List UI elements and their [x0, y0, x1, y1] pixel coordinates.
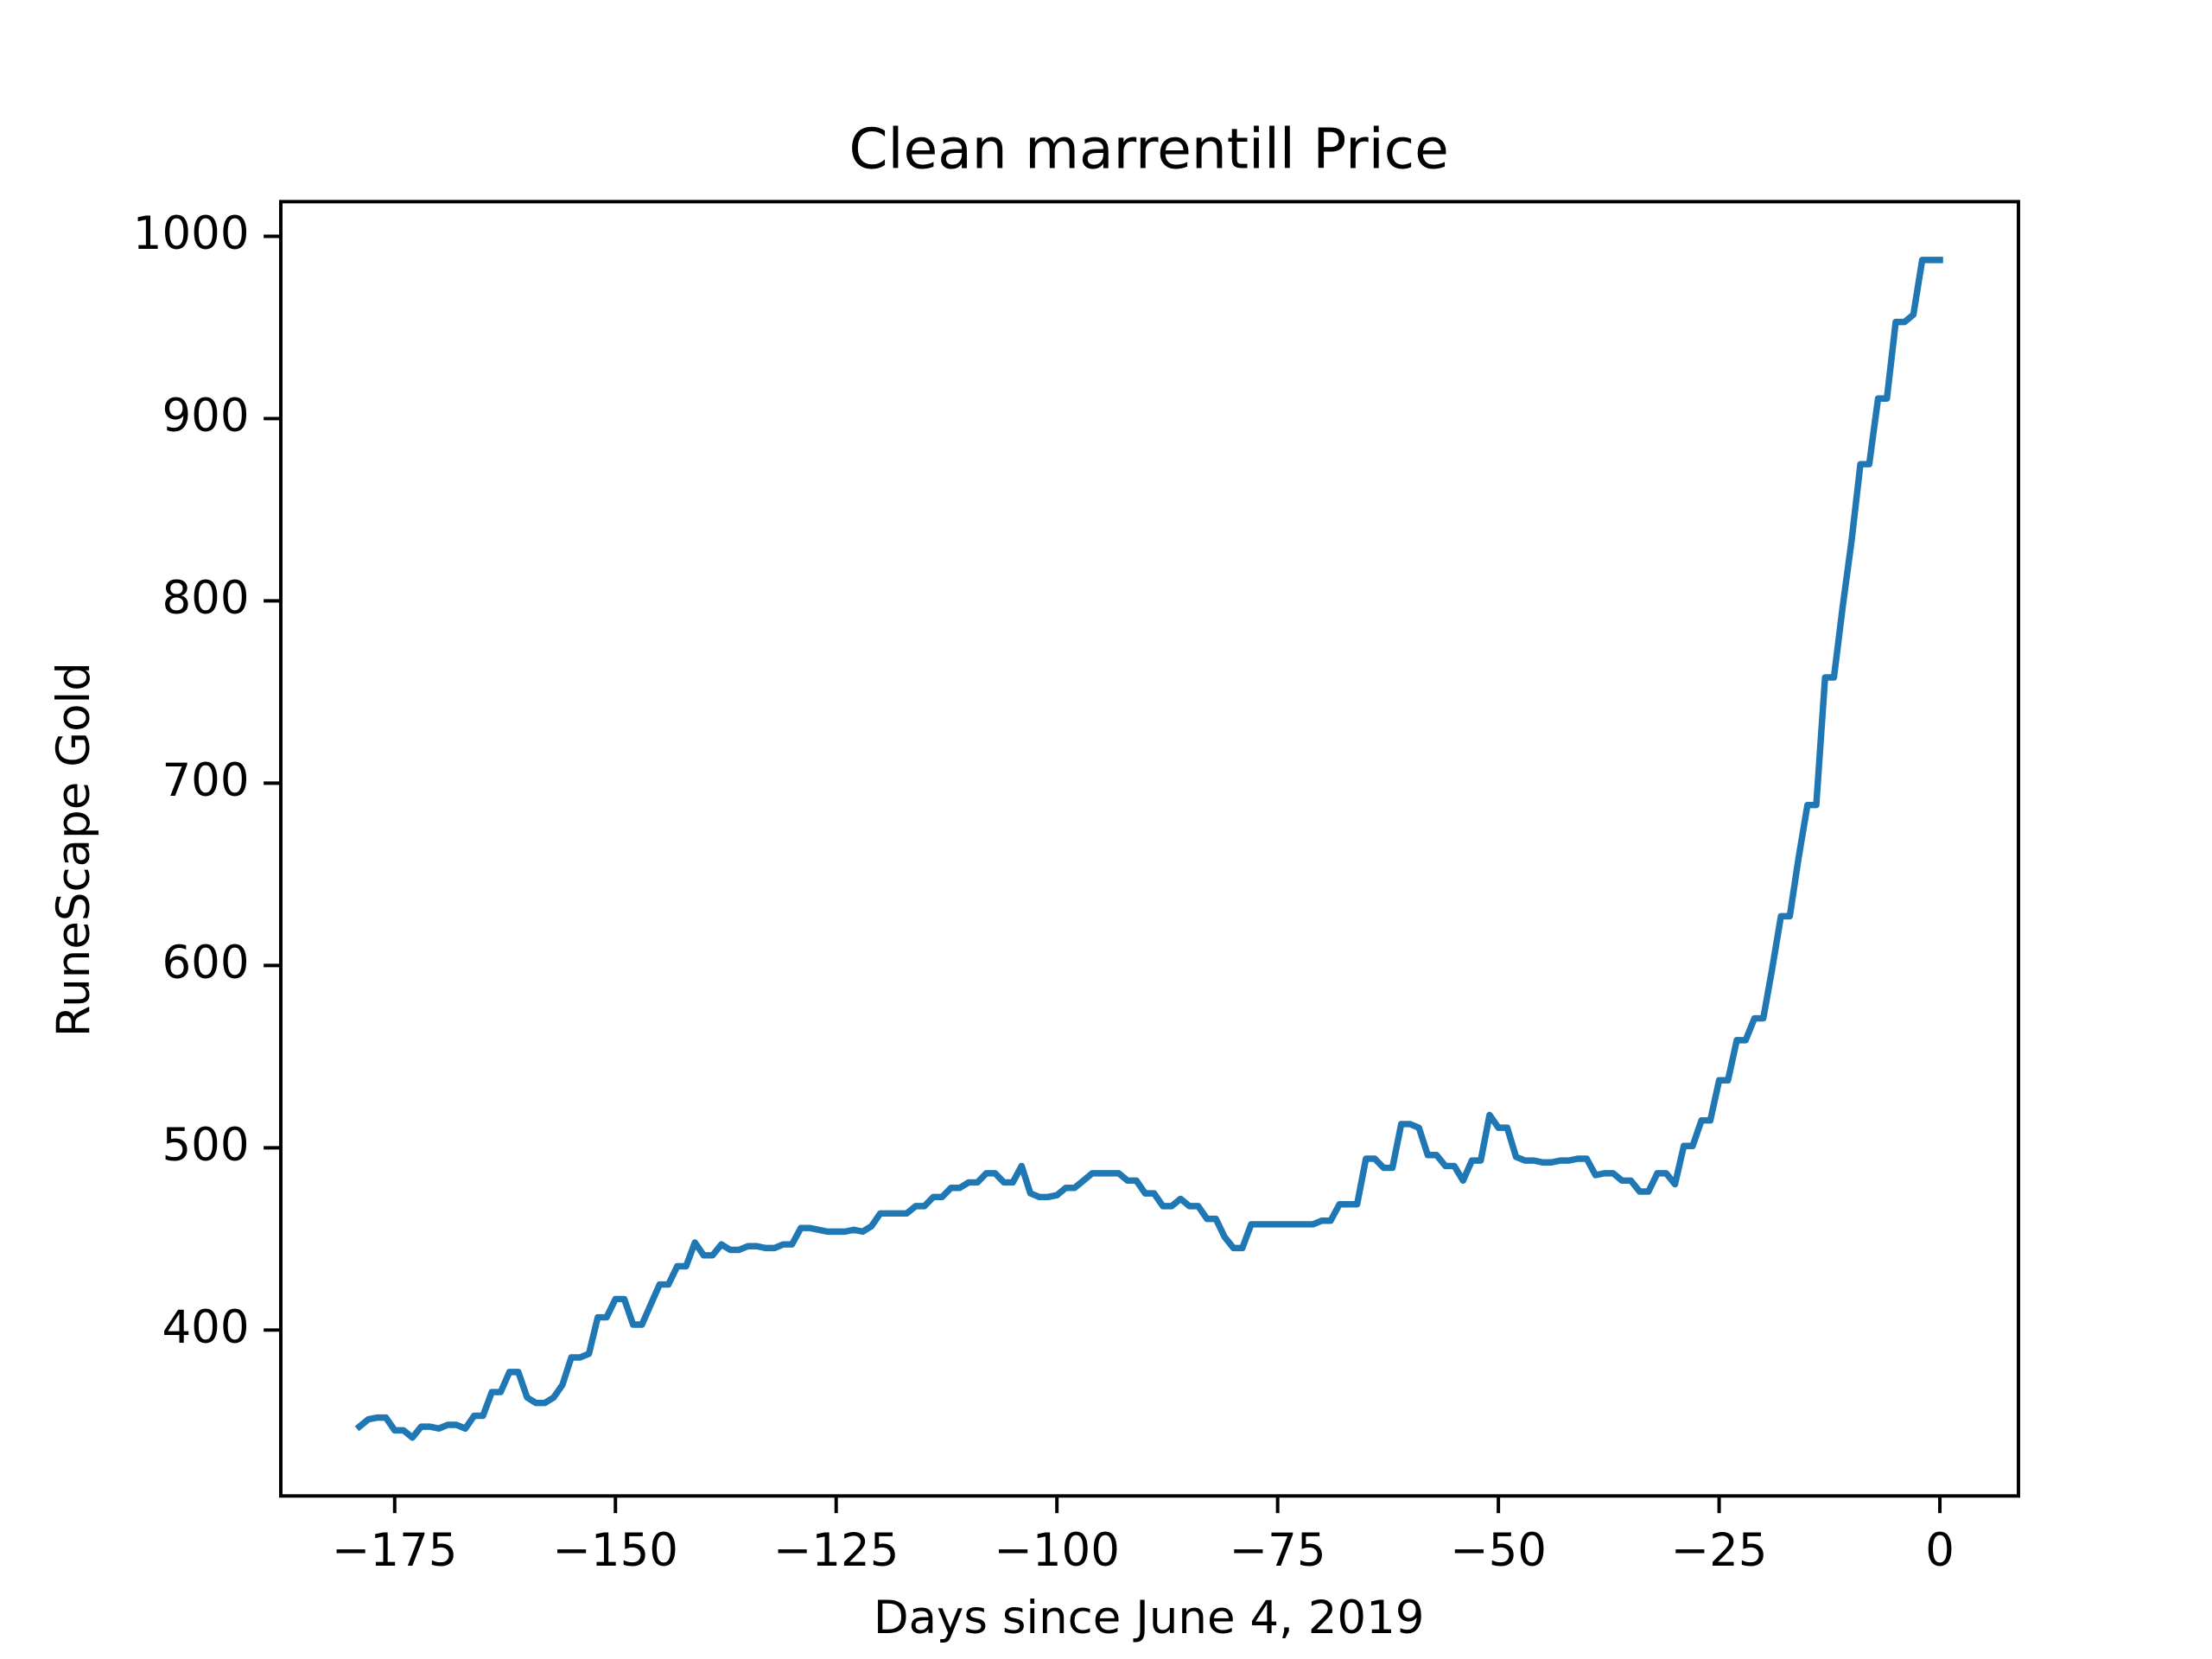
chart-title: Clean marrentill Price	[849, 118, 1448, 182]
y-tick-label: 700	[162, 754, 249, 807]
y-tick-label: 400	[162, 1301, 249, 1354]
y-tick-label: 1000	[133, 207, 250, 260]
x-tick-label: −100	[994, 1524, 1119, 1577]
x-tick-label: −125	[773, 1524, 899, 1577]
y-tick-label: 500	[162, 1119, 249, 1172]
x-tick-label: −150	[553, 1524, 678, 1577]
x-axis-label: Days since June 4, 2019	[874, 1592, 1425, 1644]
x-tick-label: 0	[1925, 1524, 1955, 1577]
y-tick-label: 900	[162, 390, 249, 442]
plot-frame	[278, 200, 2020, 1498]
x-tick-label: −75	[1230, 1524, 1326, 1577]
x-tick-label: −175	[332, 1524, 457, 1577]
price-line	[354, 257, 1943, 1441]
x-tick-label: −50	[1450, 1524, 1547, 1577]
y-tick-label: 800	[162, 572, 249, 625]
x-tick-label: −25	[1671, 1524, 1768, 1577]
y-axis-label: RuneScape Gold	[48, 662, 100, 1037]
y-tick-label: 600	[162, 937, 249, 989]
